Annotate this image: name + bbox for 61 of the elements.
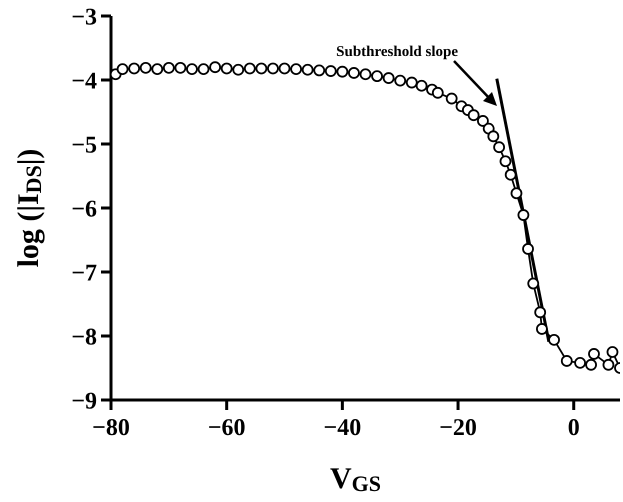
point xyxy=(255,62,268,74)
x-axis-title: V$_{GS}$ xyxy=(330,462,382,496)
y-tick-label: −4 xyxy=(71,68,97,95)
point xyxy=(267,62,279,74)
x-tick-label: −20 xyxy=(439,415,477,442)
point xyxy=(446,92,458,104)
x-tick-label: 0 xyxy=(568,415,580,442)
point xyxy=(406,76,418,88)
point xyxy=(278,62,290,74)
annotation: Subthreshold slope xyxy=(336,44,458,60)
y-tick-label: −9 xyxy=(71,388,97,415)
point xyxy=(477,115,489,127)
point xyxy=(220,62,233,74)
point xyxy=(336,66,348,78)
point xyxy=(487,130,500,142)
point xyxy=(313,64,326,76)
x-tick-label: −40 xyxy=(324,415,362,442)
point xyxy=(360,68,372,80)
point xyxy=(209,61,222,74)
point xyxy=(371,70,383,82)
point xyxy=(324,65,337,77)
point xyxy=(493,141,506,154)
point xyxy=(522,243,534,255)
point xyxy=(348,67,360,79)
point xyxy=(151,63,164,76)
point xyxy=(140,62,152,74)
point xyxy=(574,356,586,369)
point xyxy=(116,63,128,76)
point xyxy=(534,306,546,318)
point xyxy=(500,155,512,168)
point xyxy=(606,346,618,358)
x-tick-label: −80 xyxy=(92,415,130,442)
x-tick-label: −60 xyxy=(208,415,246,442)
point xyxy=(416,80,428,92)
point xyxy=(174,62,186,74)
point xyxy=(290,63,302,76)
y-tick-label: −3 xyxy=(71,4,97,31)
point xyxy=(510,187,522,200)
point xyxy=(527,278,540,290)
point xyxy=(198,63,210,76)
point xyxy=(162,62,175,74)
point xyxy=(518,209,530,221)
point xyxy=(394,74,406,87)
point xyxy=(585,358,597,371)
point xyxy=(468,109,480,122)
point xyxy=(186,63,198,76)
y-tick-label: −6 xyxy=(71,196,97,223)
point xyxy=(302,64,314,76)
point xyxy=(232,64,244,76)
point xyxy=(432,86,444,99)
point xyxy=(588,348,600,360)
point xyxy=(548,334,560,346)
point xyxy=(560,355,573,367)
point xyxy=(244,62,256,74)
y-tick-label: −5 xyxy=(71,132,97,159)
point xyxy=(602,358,614,371)
y-tick-label: −8 xyxy=(71,324,97,351)
point xyxy=(536,323,548,335)
point xyxy=(382,72,395,84)
point xyxy=(128,62,140,74)
y-tick-label: −7 xyxy=(71,260,97,287)
